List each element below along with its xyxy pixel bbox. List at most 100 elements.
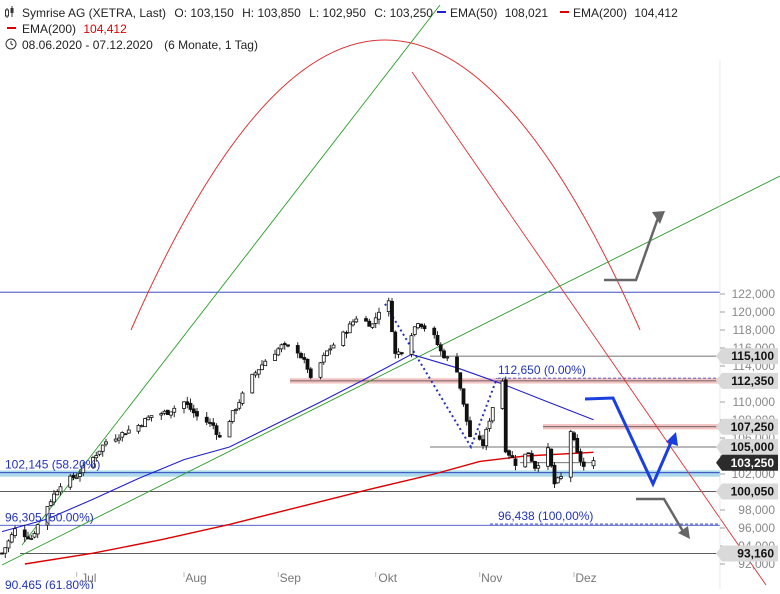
candle-body: [378, 312, 381, 319]
level-tag-label: 107,250: [731, 420, 775, 434]
candle: [101, 445, 104, 457]
candle-body: [332, 345, 335, 348]
candle: [462, 389, 465, 407]
candle: [534, 461, 537, 471]
svg-text:EMA(200) 104,412: EMA(200) 104,412: [573, 6, 678, 20]
y-tick-label: 122,000: [732, 287, 776, 301]
candle: [144, 418, 147, 427]
candle-body: [511, 456, 514, 458]
candle-body: [30, 538, 33, 539]
candle-body: [394, 332, 397, 353]
chart-header: Symrise AG (XETRA, Last) O: 103,150 H: 1…: [6, 6, 679, 52]
level-tag-100050: 100,050: [716, 484, 778, 500]
candle: [319, 362, 322, 379]
candle-body: [1, 553, 4, 554]
candle: [228, 420, 231, 437]
candle-body: [556, 478, 559, 483]
level-tag-112350: 112,350: [716, 373, 778, 389]
candle-body: [326, 351, 329, 356]
candle: [189, 399, 192, 412]
chart-background: [0, 292, 720, 553]
candle-body: [235, 409, 238, 410]
level-tag-115100: 115,100: [716, 348, 778, 364]
fib-label: 96,438 (100,00%): [498, 509, 593, 523]
candle-body: [582, 462, 585, 466]
candle: [212, 418, 215, 429]
level-tag-label: 115,100: [731, 349, 774, 363]
candle-body: [352, 322, 355, 325]
arrow-down-gray: [636, 499, 684, 533]
candle: [573, 431, 576, 441]
candle: [355, 316, 358, 323]
candle-body: [140, 426, 143, 427]
open-value: O: 103,150: [174, 6, 234, 20]
candle-body: [491, 407, 494, 420]
candle-body: [348, 324, 351, 333]
candle-body: [462, 389, 465, 404]
candle-body: [144, 419, 147, 427]
candle-body: [579, 452, 582, 462]
fib-label: 96,305 (50.00%): [5, 510, 94, 524]
candle-body: [79, 474, 82, 477]
candle: [530, 450, 533, 462]
candle-body: [280, 345, 283, 349]
candle-body: [504, 380, 507, 452]
candle: [98, 451, 101, 456]
candle-body: [300, 353, 303, 357]
candle-body: [114, 439, 117, 441]
candle: [378, 308, 381, 325]
candle-body: [23, 530, 26, 537]
candle: [264, 359, 267, 366]
close-value: C: 103,250: [374, 6, 433, 20]
candle: [345, 331, 348, 339]
candle: [309, 367, 312, 379]
x-tick-label: Aug: [185, 571, 206, 585]
candle-body: [121, 432, 124, 437]
candle-body: [569, 432, 572, 478]
candle-body: [446, 357, 449, 358]
candle: [397, 348, 400, 358]
candle-body: [231, 411, 234, 422]
candle-body: [186, 402, 189, 405]
candle: [582, 458, 585, 471]
candle: [371, 323, 374, 329]
candle: [410, 333, 413, 357]
candle-body: [365, 319, 368, 322]
candle: [417, 323, 420, 330]
candlestick-icon: [6, 6, 14, 18]
candle-body: [478, 436, 481, 439]
candle-body: [296, 345, 299, 353]
y-tick-label: 98,000: [738, 503, 775, 517]
candle-body: [101, 445, 104, 451]
svg-text:EMA(50) 108,021: EMA(50) 108,021: [450, 6, 548, 20]
candle: [459, 373, 462, 391]
x-tick-label: Nov: [481, 571, 502, 585]
candle: [274, 350, 277, 361]
low-value: L: 102,950: [309, 6, 366, 20]
candle-body: [59, 487, 62, 492]
candle-body: [482, 440, 485, 446]
level-tag-label: 100,050: [731, 485, 775, 499]
ema200-legend-swatch: [560, 11, 569, 13]
level-tag-label: 93,160: [737, 547, 774, 561]
candle: [215, 423, 218, 440]
candle: [300, 352, 303, 359]
candle-body: [75, 477, 78, 478]
candle-body: [192, 409, 195, 413]
candle-body: [443, 351, 446, 358]
y-axis: 92,00094,00096,00098,000100,000102,00010…: [716, 60, 778, 589]
ema200-value-2: 104,412: [83, 22, 127, 36]
candle: [556, 477, 559, 484]
candle: [36, 524, 39, 538]
candle: [326, 350, 329, 356]
candle: [394, 330, 397, 358]
candle-body: [397, 352, 400, 355]
candle: [127, 425, 130, 433]
candle-body: [257, 370, 260, 374]
candle-body: [413, 327, 416, 335]
candle-body: [410, 336, 413, 355]
candle: [257, 369, 260, 378]
candle: [114, 434, 117, 442]
candle: [368, 319, 371, 327]
candle-body: [283, 344, 286, 345]
